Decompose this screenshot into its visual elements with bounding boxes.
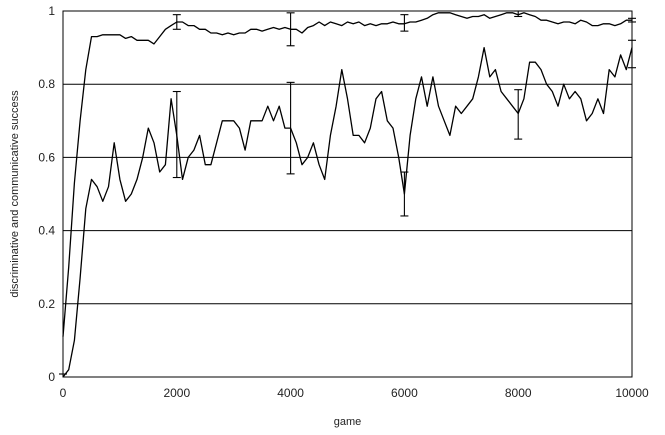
error-bar (628, 17, 636, 23)
error-bar (514, 89, 523, 140)
series-layer (62, 12, 633, 378)
x-tick-label: 8000 (505, 386, 532, 400)
series-line-2 (62, 46, 633, 378)
x-tick-label: 10000 (615, 386, 649, 400)
y-tick-label: 0 (48, 370, 55, 384)
y-tick-label: 0.4 (38, 224, 55, 238)
y-tick-label: 1 (48, 4, 55, 18)
x-tick-label: 6000 (391, 386, 418, 400)
y-tick-label: 0.8 (38, 77, 55, 91)
y-axis-tick-labels: 0 0.2 0.4 0.6 0.8 1 (38, 4, 55, 384)
gridlines (63, 10, 632, 378)
error-bar (514, 10, 523, 18)
y-tick-label: 0.2 (38, 297, 55, 311)
x-axis-label: game (334, 416, 362, 428)
series-line-1 (62, 12, 632, 337)
error-bars (59, 10, 636, 375)
x-tick-label: 0 (60, 386, 67, 400)
error-bar (400, 171, 409, 217)
x-tick-label: 4000 (277, 386, 304, 400)
error-bar (400, 14, 409, 32)
x-tick-label: 2000 (163, 386, 190, 400)
y-axis-label: discriminative and communicative success (9, 90, 21, 298)
error-bar (628, 39, 636, 69)
error-bar (172, 90, 181, 179)
error-bar (172, 14, 181, 30)
y-tick-label: 0.6 (38, 150, 55, 164)
plot-area (62, 10, 633, 378)
x-axis-tick-labels: 0 2000 4000 6000 8000 10000 (60, 386, 649, 400)
error-bar (286, 12, 295, 47)
error-bar (286, 81, 295, 175)
